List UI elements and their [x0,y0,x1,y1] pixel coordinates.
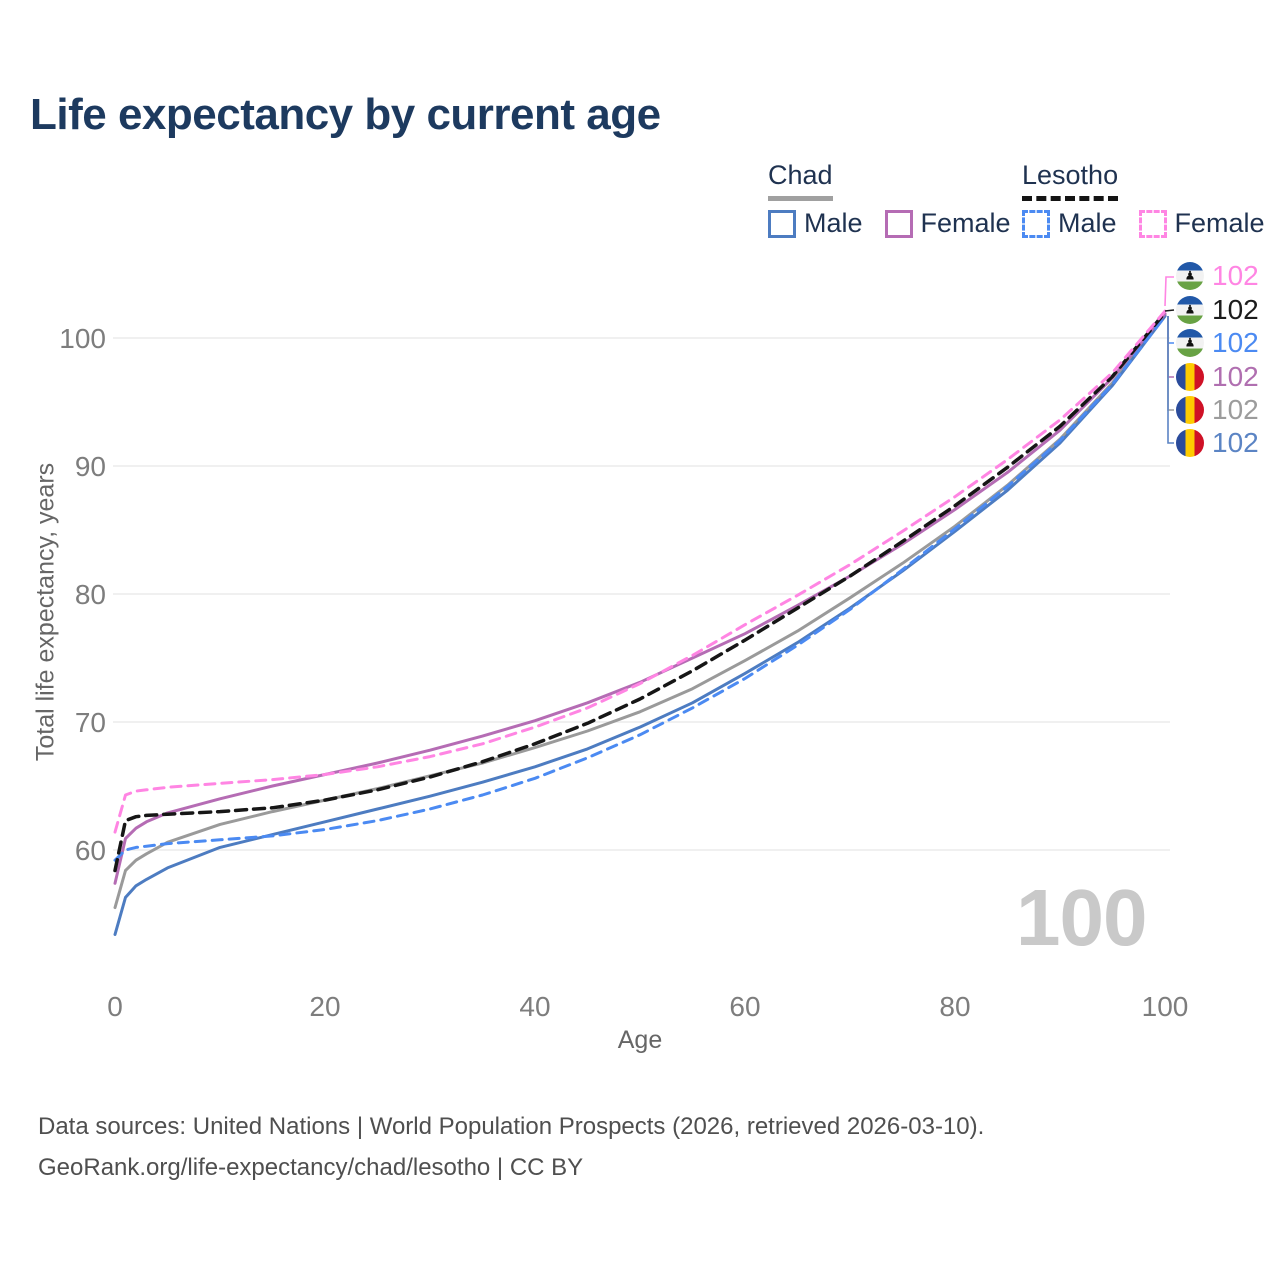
end-value-lesotho-female: 102 [1212,260,1259,291]
x-tick-label-60: 60 [729,991,760,1022]
y-tick-label-60: 60 [75,835,106,866]
legend-item-lesotho-female[interactable]: Female [1138,208,1265,239]
series-line-chad-female[interactable] [113,312,1167,885]
end-value-lesotho-male: 102 [1212,327,1259,358]
x-tick-label-20: 20 [309,991,340,1022]
series-line-lesotho-female[interactable] [113,309,1167,834]
end-label-lesotho-male: 102 [1176,327,1259,359]
end-label-lesotho-female: 102 [1176,260,1259,292]
end-value-chad-female: 102 [1212,361,1259,392]
lesotho-male-swatch-icon [1022,209,1050,238]
page-title: Life expectancy by current age [30,90,661,139]
y-tick-label-80: 80 [75,579,106,610]
source-url-line[interactable]: GeoRank.org/life-expectancy/chad/lesotho… [38,1154,584,1181]
x-tick-label-80: 80 [939,991,970,1022]
leader-line-lesotho-total [1164,309,1175,312]
end-label-chad-female: 102 [1176,361,1259,393]
lesotho-flag-icon [1176,329,1204,357]
series-line-lesotho-male[interactable] [113,314,1167,862]
legend-item-lesotho-male[interactable]: Male [1022,208,1117,239]
chad-flag-icon [1176,429,1204,457]
legend-country-chad[interactable]: Chad [768,160,833,201]
x-tick-label-100: 100 [1142,991,1189,1022]
leader-line-chad-total [1167,316,1174,411]
legend-label: Male [804,208,863,238]
y-tick-label-70: 70 [75,707,106,738]
legend-row-lesotho: Male Female [1022,208,1265,239]
end-label-chad-total: 102 [1176,394,1259,426]
chad-female-swatch-icon [884,209,913,238]
y-tick-label-100: 100 [59,323,106,354]
leader-line-chad-male [1167,316,1174,444]
chad-flag-icon [1176,363,1204,391]
legend-label: Male [1058,208,1117,238]
lesotho-female-swatch-icon [1138,209,1167,238]
lesotho-flag-icon [1176,296,1204,324]
series-line-chad-male[interactable] [113,314,1167,936]
end-value-chad-total: 102 [1212,394,1259,425]
leader-line-chad-female [1167,316,1174,378]
end-value-chad-male: 102 [1212,427,1259,458]
chart-legend: Chad Male Female Lesotho Male Female [0,160,1280,250]
legend-label: Female [1174,208,1265,238]
end-label-chad-male: 102 [1176,427,1259,459]
series-line-lesotho-total[interactable] [113,310,1167,873]
x-tick-label-0: 0 [107,991,123,1022]
series-line-chad-total[interactable] [113,313,1167,910]
lesotho-flag-icon [1176,262,1204,290]
end-label-lesotho-total: 102 [1176,294,1259,326]
leader-line-lesotho-female [1164,276,1174,307]
footer-attribution: Data sources: United Nations | World Pop… [38,1106,1238,1188]
legend-item-chad-male[interactable]: Male [768,208,863,239]
data-sources-line: Data sources: United Nations | World Pop… [38,1113,985,1140]
age-counter-watermark: 100 [1016,873,1147,962]
y-tick-label-90: 90 [75,451,106,482]
legend-label: Female [920,208,1011,238]
x-tick-label-40: 40 [519,991,550,1022]
legend-group-lesotho: Lesotho Male Female [1022,160,1265,239]
chad-flag-icon [1176,396,1204,424]
y-axis-title: Total life expectancy, years [31,462,60,762]
chad-male-swatch-icon [768,209,796,238]
legend-row-chad: Male Female [768,208,1011,239]
legend-item-chad-female[interactable]: Female [884,208,1011,239]
end-value-lesotho-total: 102 [1212,294,1259,325]
legend-group-chad: Chad Male Female [768,160,1011,239]
legend-country-lesotho[interactable]: Lesotho [1022,160,1119,201]
leader-line-lesotho-male [1167,316,1174,344]
x-axis-title: Age [617,1026,663,1054]
